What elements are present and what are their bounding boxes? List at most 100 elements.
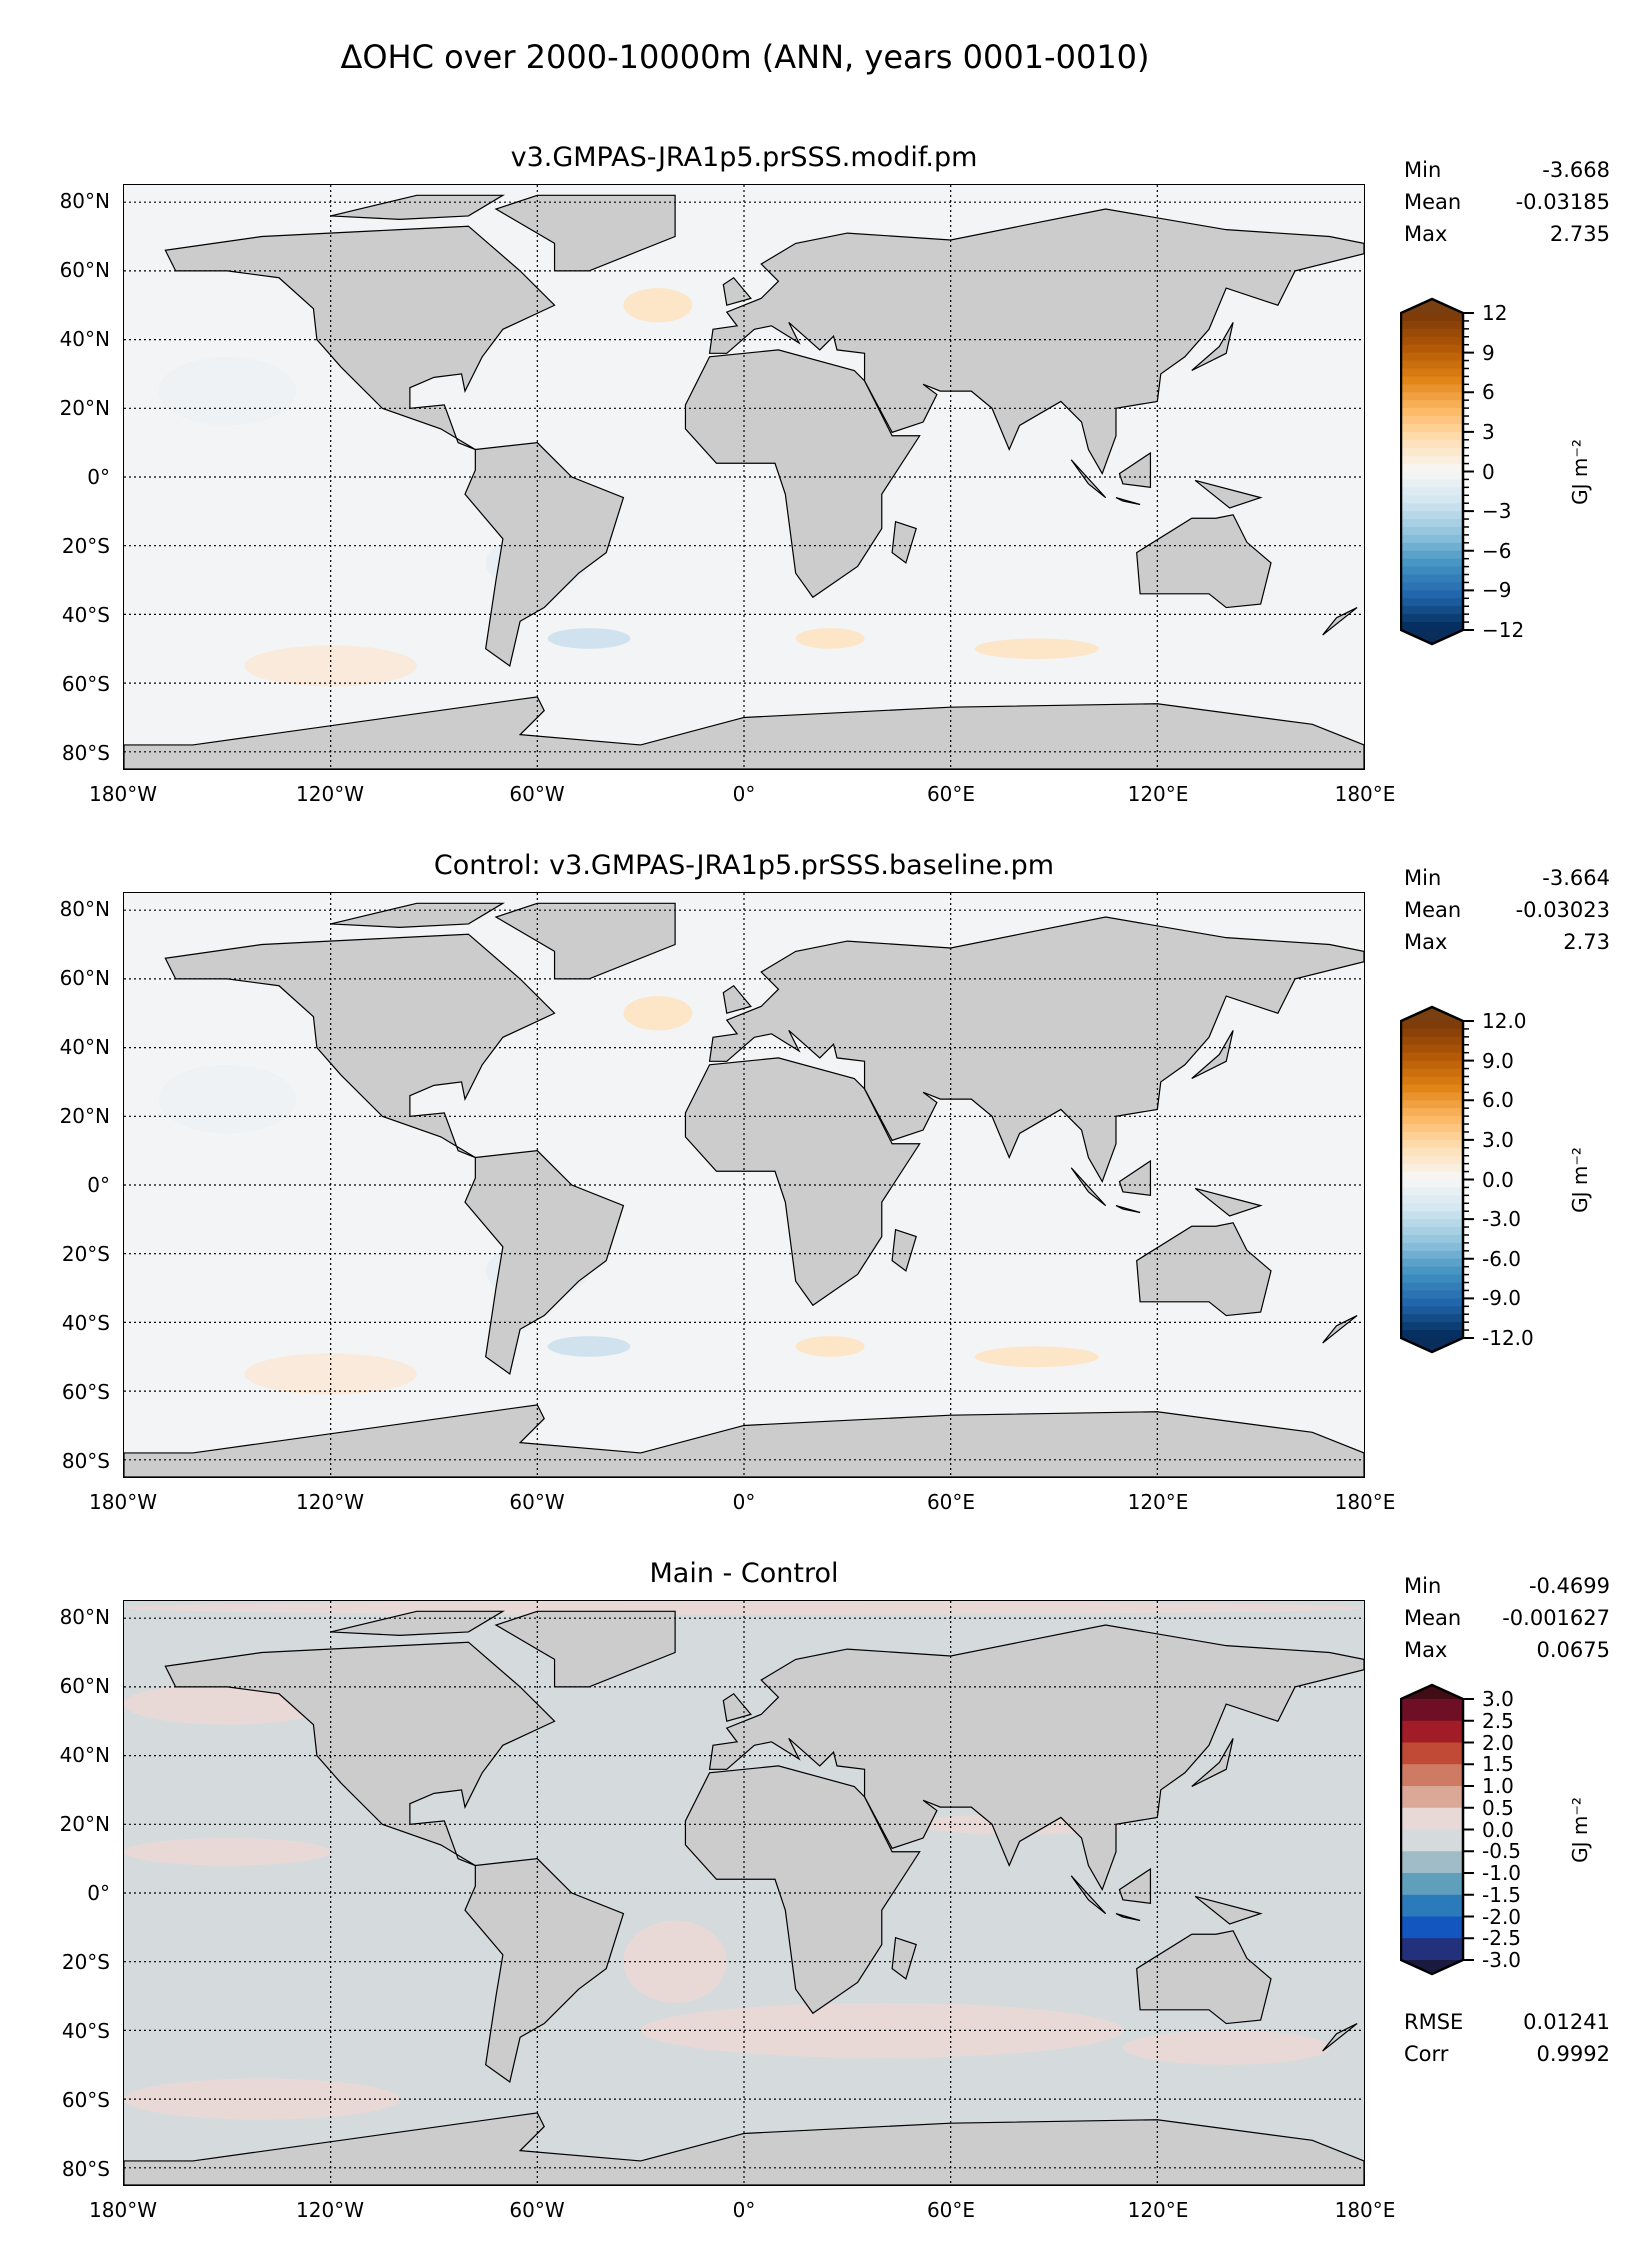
lon-tick-label: 60°E [926,1490,976,1514]
colorbar-tick-label: 0.0 [1482,1167,1514,1192]
colorbar-band [1401,614,1463,623]
lat-tick-label: 20°S [61,1949,110,1974]
lat-tick-label: 60°S [61,2087,110,2112]
anomaly-patch [158,356,297,426]
colorbar-tick-label: -1.0 [1482,1861,1522,1885]
lat-tick-label: 80°S [61,1448,110,1473]
colorbar-tick-label: -6.0 [1482,1246,1522,1271]
lon-tick-label: 180°E [1334,782,1396,806]
colorbar-band [1401,1873,1463,1896]
map-plot [124,893,1364,1477]
colorbar-tick-label: -2.5 [1482,1926,1522,1951]
colorbar-band [1401,1786,1463,1809]
stat-row: Min -3.668 [1404,154,1610,186]
lon-tick-label: 180°W [89,782,157,806]
anomaly-patch [623,996,693,1031]
colorbar-band [1401,550,1463,560]
lat-tick-label: 80°S [61,740,110,765]
lat-tick-label: 80°N [59,189,110,214]
colorbar-tick-label: 9 [1482,340,1495,365]
colorbar-tick-label: −3 [1482,499,1512,524]
lon-tick-label: 60°E [926,2198,976,2222]
lat-tick-label: 60°S [61,671,110,696]
lat-tick-label: 20°S [61,533,110,558]
colorbar-band [1401,534,1463,544]
lon-tick-label: 60°W [509,2198,565,2222]
colorbar-band [1401,1807,1463,1831]
colorbar-tick-label: −12 [1482,618,1525,642]
colorbar-tick-label: 0.5 [1482,1795,1514,1820]
colorbar-band [1401,313,1463,322]
colorbar-band [1401,1100,1463,1109]
lon-tick-label: 120°W [296,2198,364,2222]
colorbar-band [1401,1720,1463,1744]
stats-box: Min -0.4699 Mean -0.001627 Max 0.0675 [1404,1570,1610,1666]
colorbar-extend-min [1401,1960,1463,1974]
stat-row: Min -3.664 [1404,862,1610,894]
colorbar-band [1401,352,1463,362]
colorbar-band [1401,1116,1463,1125]
lon-tick-label: 120°E [1127,782,1189,806]
colorbar-band [1401,400,1463,409]
lon-tick-label: 0° [732,782,756,806]
colorbar-band [1401,1330,1463,1339]
lat-tick-label: 40°S [61,2018,110,2043]
stat-value: -0.03023 [1515,898,1610,922]
colorbar-band [1401,376,1463,385]
colorbar-band [1401,1028,1463,1038]
error-stats-box: RMSE 0.01241 Corr 0.9992 [1404,2006,1610,2070]
colorbar-band [1401,408,1463,417]
colorbar-band [1401,1742,1463,1765]
lat-tick-label: 40°S [61,1310,110,1335]
stat-row: Corr 0.9992 [1404,2038,1610,2070]
colorbar-tick-label: 2.5 [1482,1708,1514,1733]
colorbar-band [1401,1699,1463,1722]
stat-row: Mean -0.001627 [1404,1602,1610,1634]
colorbar-band [1401,384,1463,393]
colorbar-band [1401,1060,1463,1070]
anomaly-patch [974,638,1099,660]
lat-tick-label: 60°N [59,966,110,991]
colorbar-band [1401,1092,1463,1101]
colorbar-band [1401,1076,1463,1085]
stat-label: Mean [1404,898,1462,922]
colorbar-tick-label: 12 [1482,301,1508,325]
lat-tick-label: 80°N [59,897,110,922]
colorbar-band [1401,1274,1463,1284]
colorbar-band [1401,558,1463,568]
lat-tick-label: 0° [87,1173,110,1197]
lat-tick-label: 20°N [59,1104,110,1129]
colorbar-tick-label: −6 [1482,538,1512,563]
lon-tick-label: 120°E [1127,2198,1189,2222]
colorbar-band [1401,320,1463,330]
map-plot [124,1601,1364,2185]
colorbar-band [1401,1052,1463,1062]
colorbar-band [1401,336,1463,346]
stat-value: -0.001627 [1502,1606,1610,1630]
colorbar-band [1401,590,1463,599]
colorbar-band [1401,416,1463,425]
map-plot [124,185,1364,769]
colorbar-band [1401,1021,1463,1030]
figure-title: ΔOHC over 2000-10000m (ANN, years 0001-0… [340,38,1150,76]
stat-label: Min [1404,866,1442,890]
colorbar-band [1401,431,1463,441]
lat-tick-label: 0° [87,465,110,489]
colorbar-band [1401,495,1463,504]
lat-tick-label: 0° [87,1881,110,1905]
colorbar-band [1401,1084,1463,1093]
colorbar-band [1401,1108,1463,1117]
colorbar-band [1401,1068,1463,1078]
colorbar-extend-min [1401,1338,1463,1352]
colorbar-band [1401,582,1463,591]
colorbar-extend-max [1401,1007,1463,1021]
colorbar-band [1401,1211,1463,1220]
colorbar-band [1401,344,1463,354]
anomaly-patch [547,628,631,649]
colorbar-band [1401,447,1463,457]
colorbar-band [1401,542,1463,552]
colorbar-tick-label: -0.5 [1482,1839,1522,1864]
colorbar-band [1401,1036,1463,1046]
colorbar-tick-label: 0.0 [1482,1817,1514,1842]
stat-row: Min -0.4699 [1404,1570,1610,1602]
